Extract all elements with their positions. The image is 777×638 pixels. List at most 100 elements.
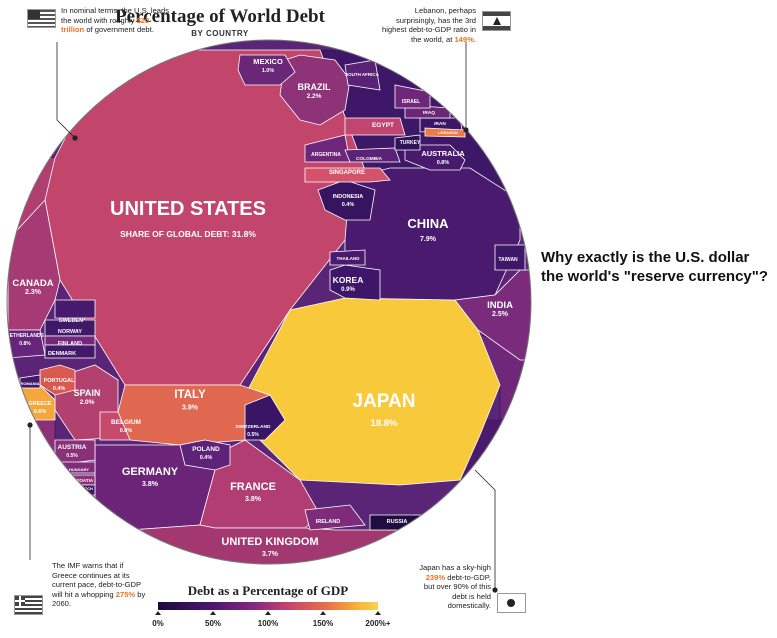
label-indonesia: INDONESIA	[333, 194, 364, 200]
page-subtitle: BY COUNTRY	[191, 29, 249, 38]
callout-line	[56, 42, 76, 139]
value-australia: 0.8%	[437, 160, 450, 166]
page-title: Percentage of World Debt	[115, 6, 325, 27]
legend-color-bar	[158, 602, 378, 610]
legend-tick-mark	[375, 611, 381, 615]
cell-denmark	[44, 344, 96, 359]
value-united-kingdom: 3.7%	[262, 551, 279, 558]
cell-turkey	[394, 134, 421, 151]
value-portugal: 0.4%	[53, 386, 66, 392]
callout-dot	[72, 135, 78, 141]
value-japan: 18.8%	[371, 418, 398, 429]
label-germany: GERMANY	[122, 466, 179, 478]
lebanon-flag-icon	[482, 11, 511, 31]
label-argentina: ARGENTINA	[311, 152, 341, 158]
cell-taiwan	[494, 244, 526, 271]
label-brazil: BRAZIL	[298, 82, 331, 92]
cell-belgium	[99, 411, 131, 441]
label-portugal: PORTUGAL	[44, 378, 76, 384]
cell-australia	[404, 144, 466, 171]
label-denmark: DENMARK	[48, 351, 76, 357]
label-china: CHINA	[407, 216, 449, 231]
question-text: Why exactly is the U.S. dollar the world…	[541, 249, 769, 285]
legend-tick-label: 150%	[312, 619, 334, 628]
cell-lebanon	[424, 127, 466, 138]
legend-tick-label: 100%	[257, 619, 279, 628]
label-canada: CANADA	[12, 278, 53, 289]
cell-switzerland	[244, 394, 286, 441]
label-australia: AUSTRALIA	[421, 149, 465, 158]
label-lebanon: LEBANON	[438, 130, 458, 135]
value-spain: 2.0%	[80, 399, 95, 406]
cell-egypt	[344, 117, 406, 136]
label-austria: AUSTRIA	[58, 444, 87, 451]
value-belgium: 0.8%	[120, 428, 133, 434]
label-belgium: BELGIUM	[111, 419, 141, 426]
legend-tick-label: 0%	[152, 619, 164, 628]
label-iran: IRAN	[434, 121, 446, 127]
cell-sweden	[54, 299, 96, 319]
cell-south-africa	[344, 59, 381, 91]
japan-flag-icon	[497, 593, 526, 613]
label-russia: RUSSIA	[387, 519, 408, 525]
greece-flag-icon	[14, 595, 43, 615]
label-iraq: IRAQ	[423, 110, 435, 116]
legend-tick-label: 50%	[204, 619, 222, 628]
legend-tick-label: 200%+	[365, 619, 391, 628]
label-poland: POLAND	[192, 446, 220, 453]
japan-note: Japan has a sky-high 239% debt-to-GDP, b…	[419, 563, 491, 611]
value-poland: 0.4%	[200, 455, 213, 461]
value-india: 2.5%	[492, 311, 509, 318]
value-switzerland: 0.5%	[247, 432, 259, 438]
label-colombia: COLOMBIA	[356, 156, 383, 162]
cell-brazil	[279, 54, 351, 126]
label-taiwan: TAIWAN	[498, 257, 518, 263]
cell-mexico	[237, 54, 296, 86]
label-united-kingdom: UNITED KINGDOM	[221, 536, 318, 548]
label-sweden: SWEDEN	[59, 318, 83, 324]
us-flag-icon	[27, 9, 56, 28]
cell-ireland	[304, 504, 366, 531]
legend-tick-mark	[210, 611, 216, 615]
value-greece: 0.6%	[34, 409, 47, 415]
legend-tick-mark	[320, 611, 326, 615]
cell-poland	[179, 439, 231, 471]
value-china: 7.9%	[420, 236, 437, 243]
legend-tick-mark	[155, 611, 161, 615]
label-south-africa: SOUTH AFRICA	[345, 72, 380, 77]
cell-israel	[394, 84, 431, 109]
callout-dot	[492, 587, 498, 593]
callout-line	[474, 469, 496, 590]
label-switzerland: SWITZERLAND	[236, 424, 271, 430]
label-croatia: CROATIA	[73, 478, 94, 483]
value-korea: 0.9%	[341, 287, 355, 293]
callout-dot	[27, 422, 33, 428]
legend-title: Debt as a Percentage of GDP	[187, 583, 349, 598]
value-austria: 0.5%	[66, 453, 78, 459]
label-netherlands: NETHERLANDS	[6, 333, 44, 339]
label-finland: FINLAND	[58, 341, 82, 347]
label-singapore: SINGAPORE	[329, 170, 365, 176]
label-korea: KOREA	[333, 275, 364, 285]
filler-cell	[7, 419, 56, 501]
label-united-states: UNITED STATES	[110, 198, 266, 220]
label-romania: ROMANIA	[20, 381, 39, 386]
value-germany: 3.8%	[142, 481, 159, 488]
label-egypt: EGYPT	[372, 122, 394, 129]
label-greece: GREECE	[28, 401, 52, 407]
value-united-states: SHARE OF GLOBAL DEBT: 31.8%	[120, 229, 256, 239]
legend-tick-mark	[265, 611, 271, 615]
label-ireland: IRELAND	[316, 519, 340, 525]
label-thailand: THAILAND	[337, 256, 361, 261]
label-hungary: HUNGARY	[69, 467, 89, 472]
lebanon-note: Lebanon, perhaps surprisingly, has the 3…	[382, 6, 476, 44]
greece-note: The IMF warns that if Greece continues a…	[52, 561, 146, 609]
label-czech: CZECH	[79, 486, 93, 491]
callout-dot	[463, 127, 469, 133]
label-turkey: TURKEY	[400, 140, 421, 146]
cell-colombia	[344, 147, 401, 163]
label-france: FRANCE	[230, 481, 276, 493]
label-mexico: MEXICO	[253, 57, 283, 66]
us-note: In nominal terms, the U.S. leads the wor…	[61, 6, 170, 35]
